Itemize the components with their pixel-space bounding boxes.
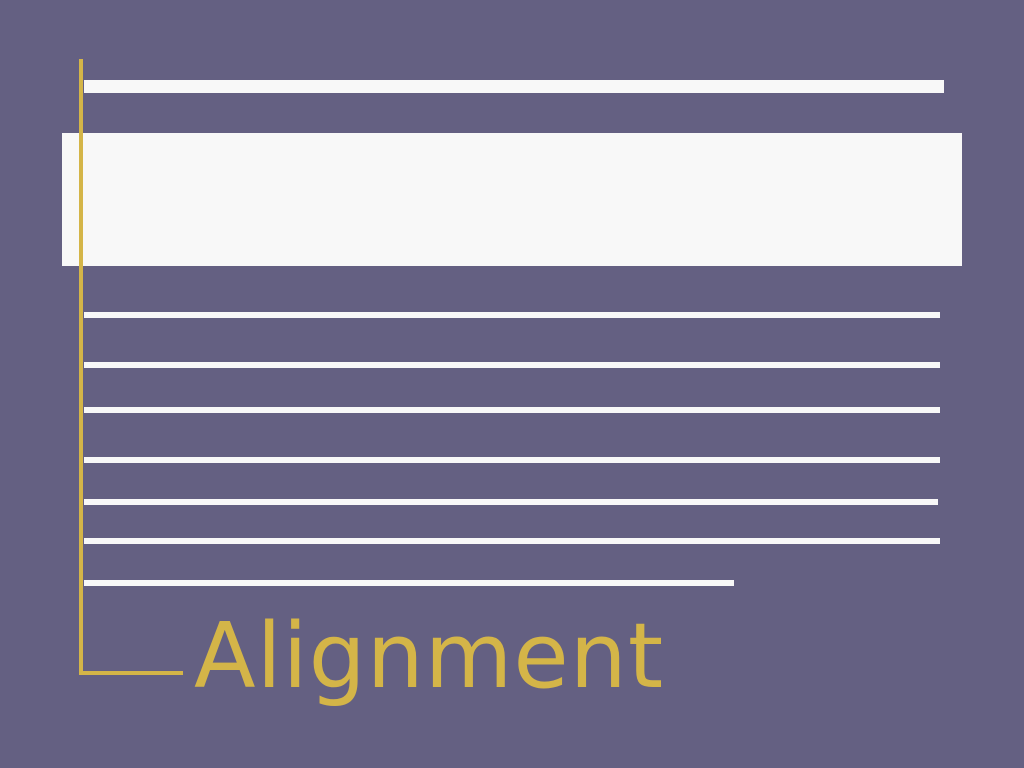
text-line-5 [84,499,938,505]
hero-block [62,133,962,266]
text-line-1 [84,312,940,318]
text-line-2 [84,362,940,368]
alignment-guide-vertical [79,59,83,675]
alignment-label: Alignment [194,604,665,709]
top-text-bar [84,80,944,93]
text-line-3 [84,407,940,413]
text-line-4 [84,457,940,463]
text-line-7-short [84,580,734,586]
alignment-guide-horizontal [79,671,183,675]
text-line-6 [84,538,940,544]
